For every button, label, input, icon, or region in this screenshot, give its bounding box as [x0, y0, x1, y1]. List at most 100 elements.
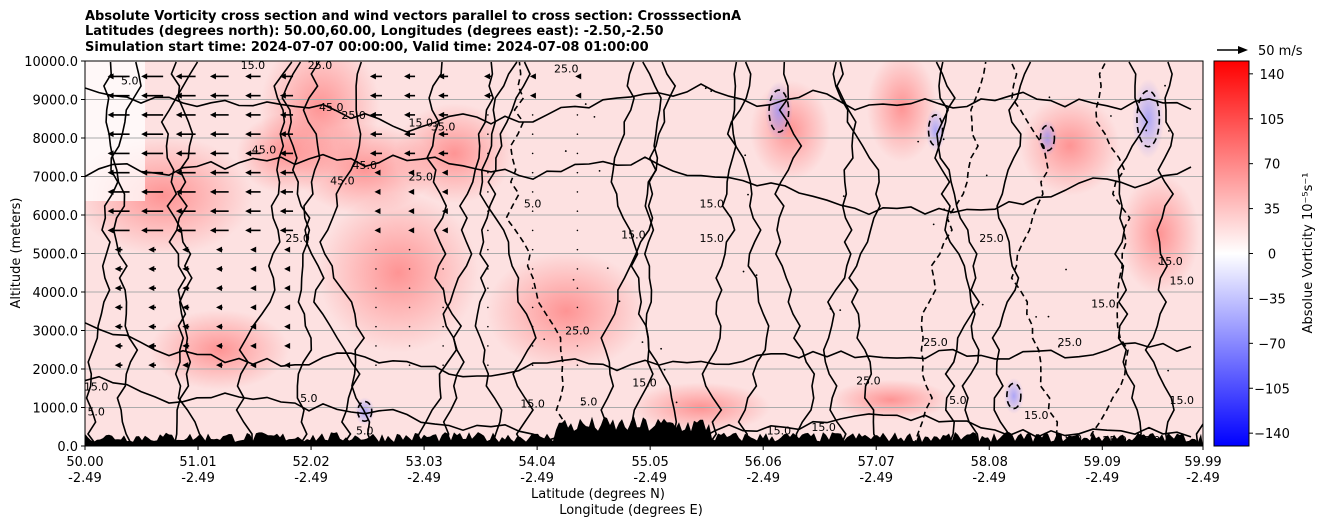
contour-line-23 — [934, 61, 980, 446]
wind-vector-head-69 — [245, 150, 252, 157]
wind-vector-121 — [408, 248, 411, 251]
wind-vector-105 — [375, 248, 377, 251]
wind-vector-111 — [375, 364, 377, 366]
contour-label-1: 15.0 — [241, 59, 266, 72]
wind-vector-head-28 — [148, 285, 155, 292]
x-tick-lat-1: 51.01 — [179, 455, 216, 470]
wind-vector-127 — [408, 364, 411, 366]
y-tick-label-2: 2000.0 — [33, 363, 79, 378]
wind-vector-head-104 — [374, 208, 381, 215]
wind-vector-dot-7 — [755, 274, 758, 277]
wind-vector-dot-9 — [710, 90, 713, 92]
wind-vector-head-78 — [250, 323, 257, 330]
quiver-key-arrowhead — [1238, 46, 1248, 54]
shading-positive-9 — [486, 251, 647, 372]
y-tick-label-3: 3000.0 — [33, 325, 79, 340]
colorbar-tick-label-2: 70 — [1264, 158, 1281, 173]
contour-label-14: 25.0 — [285, 232, 310, 245]
wind-vector-dot-22 — [606, 267, 609, 270]
colorbar-tick-label-4: 0 — [1268, 248, 1276, 263]
wind-vector-head-13 — [114, 304, 121, 311]
contour-label-23: 25.0 — [923, 336, 948, 349]
x-tick-lon-8: -2.49 — [972, 471, 1006, 486]
wind-vector-head-132 — [438, 131, 445, 138]
wind-vector-head-26 — [148, 246, 155, 253]
contour-label-17: 25.0 — [979, 232, 1004, 245]
contour-negative-loop-2 — [1039, 124, 1056, 152]
wind-vector-dot-29 — [1164, 84, 1166, 87]
wind-vector-139 — [442, 287, 444, 289]
y-tick-label-9: 9000.0 — [33, 94, 79, 109]
x-axis-ticks: 50.00-2.4951.01-2.4952.02-2.4953.03-2.49… — [66, 446, 1222, 486]
shading-positive-7 — [830, 379, 951, 420]
x-tick-lon-1: -2.49 — [181, 471, 215, 486]
vorticity-field-shading — [85, 61, 1200, 433]
wind-vector-head-91 — [284, 265, 291, 272]
wind-vector-head-86 — [279, 169, 286, 176]
contour-label-26: 15.0 — [520, 398, 545, 411]
wind-vector-head-1 — [107, 73, 114, 80]
wind-vector-head-6 — [107, 169, 114, 176]
contour-label-20: 15.0 — [1091, 298, 1116, 311]
quiver-key: 50 m/s — [1217, 44, 1303, 59]
wind-vector-dot-33 — [704, 87, 707, 90]
wind-vector-148 — [487, 152, 489, 155]
wind-vector-dot-15 — [1048, 96, 1051, 99]
wind-vector-head-66 — [245, 92, 252, 99]
wind-vector-151 — [487, 210, 489, 212]
wind-vector-head-9 — [107, 227, 114, 234]
wind-vector-head-145 — [484, 73, 491, 80]
wind-vector-head-64 — [216, 362, 223, 369]
wind-vector-head-105 — [374, 227, 381, 234]
wind-vector-head-68 — [245, 131, 252, 138]
wind-vector-167 — [531, 210, 534, 212]
wind-vector-dot-32 — [842, 195, 845, 198]
wind-vector-157 — [487, 325, 489, 328]
quiver-key-label: 50 m/s — [1258, 44, 1303, 59]
wind-vector-138 — [442, 268, 444, 270]
contour-label-19: 15.0 — [1169, 274, 1194, 287]
wind-vector-107 — [375, 287, 377, 289]
x-axis-label-2: Longitude (degrees E) — [559, 503, 703, 518]
contour-label-39: 5.0 — [356, 425, 374, 438]
wind-vector-head-117 — [404, 150, 411, 157]
wind-vector-head-12 — [114, 285, 121, 292]
wind-vector-153 — [487, 248, 489, 251]
wind-vector-head-103 — [374, 188, 381, 195]
wind-vector-head-43 — [182, 265, 189, 272]
wind-vector-150 — [487, 191, 489, 193]
wind-vector-dot-16 — [598, 169, 601, 172]
wind-vector-head-20 — [141, 131, 148, 138]
y-tick-label-10: 10000.0 — [24, 55, 78, 70]
wind-vector-head-71 — [245, 188, 252, 195]
wind-vector-head-51 — [209, 111, 216, 118]
colorbar: 140 105 70 35 0 −35 −70 −105 −140 Absolue Vortic… — [1213, 60, 1316, 447]
wind-vector-185 — [576, 248, 579, 251]
wind-vector-181 — [576, 171, 579, 174]
wind-vector-186 — [576, 268, 579, 270]
contour-line-7 — [319, 61, 374, 446]
wind-vector-head-49 — [209, 73, 216, 80]
contour-line-20 — [832, 61, 882, 446]
contour-label-35: 25.0 — [856, 375, 881, 388]
wind-vector-head-74 — [250, 246, 257, 253]
wind-vector-146 — [487, 114, 489, 116]
x-tick-lon-7: -2.49 — [859, 471, 893, 486]
colorbar-tick-label-6: −70 — [1258, 337, 1285, 352]
wind-vector-head-84 — [279, 131, 286, 138]
wind-vector-170 — [531, 268, 534, 270]
chart-title-line-3: Simulation start time: 2024-07-07 00:00:… — [85, 40, 649, 55]
wind-vector-head-25 — [141, 227, 148, 234]
wind-vectors — [107, 73, 1170, 406]
wind-vector-188 — [576, 306, 579, 309]
x-tick-lat-3: 53.03 — [405, 455, 442, 470]
wind-vector-dot-37 — [985, 174, 988, 177]
contour-line-18 — [774, 61, 816, 446]
wind-vector-dot-25 — [1096, 104, 1099, 106]
wind-vector-dot-6 — [1047, 315, 1050, 318]
wind-vector-head-4 — [107, 131, 114, 138]
wind-vector-dot-35 — [572, 278, 575, 281]
wind-vector-165 — [531, 171, 534, 174]
wind-vector-179 — [576, 133, 579, 135]
wind-vector-head-3 — [107, 111, 114, 118]
